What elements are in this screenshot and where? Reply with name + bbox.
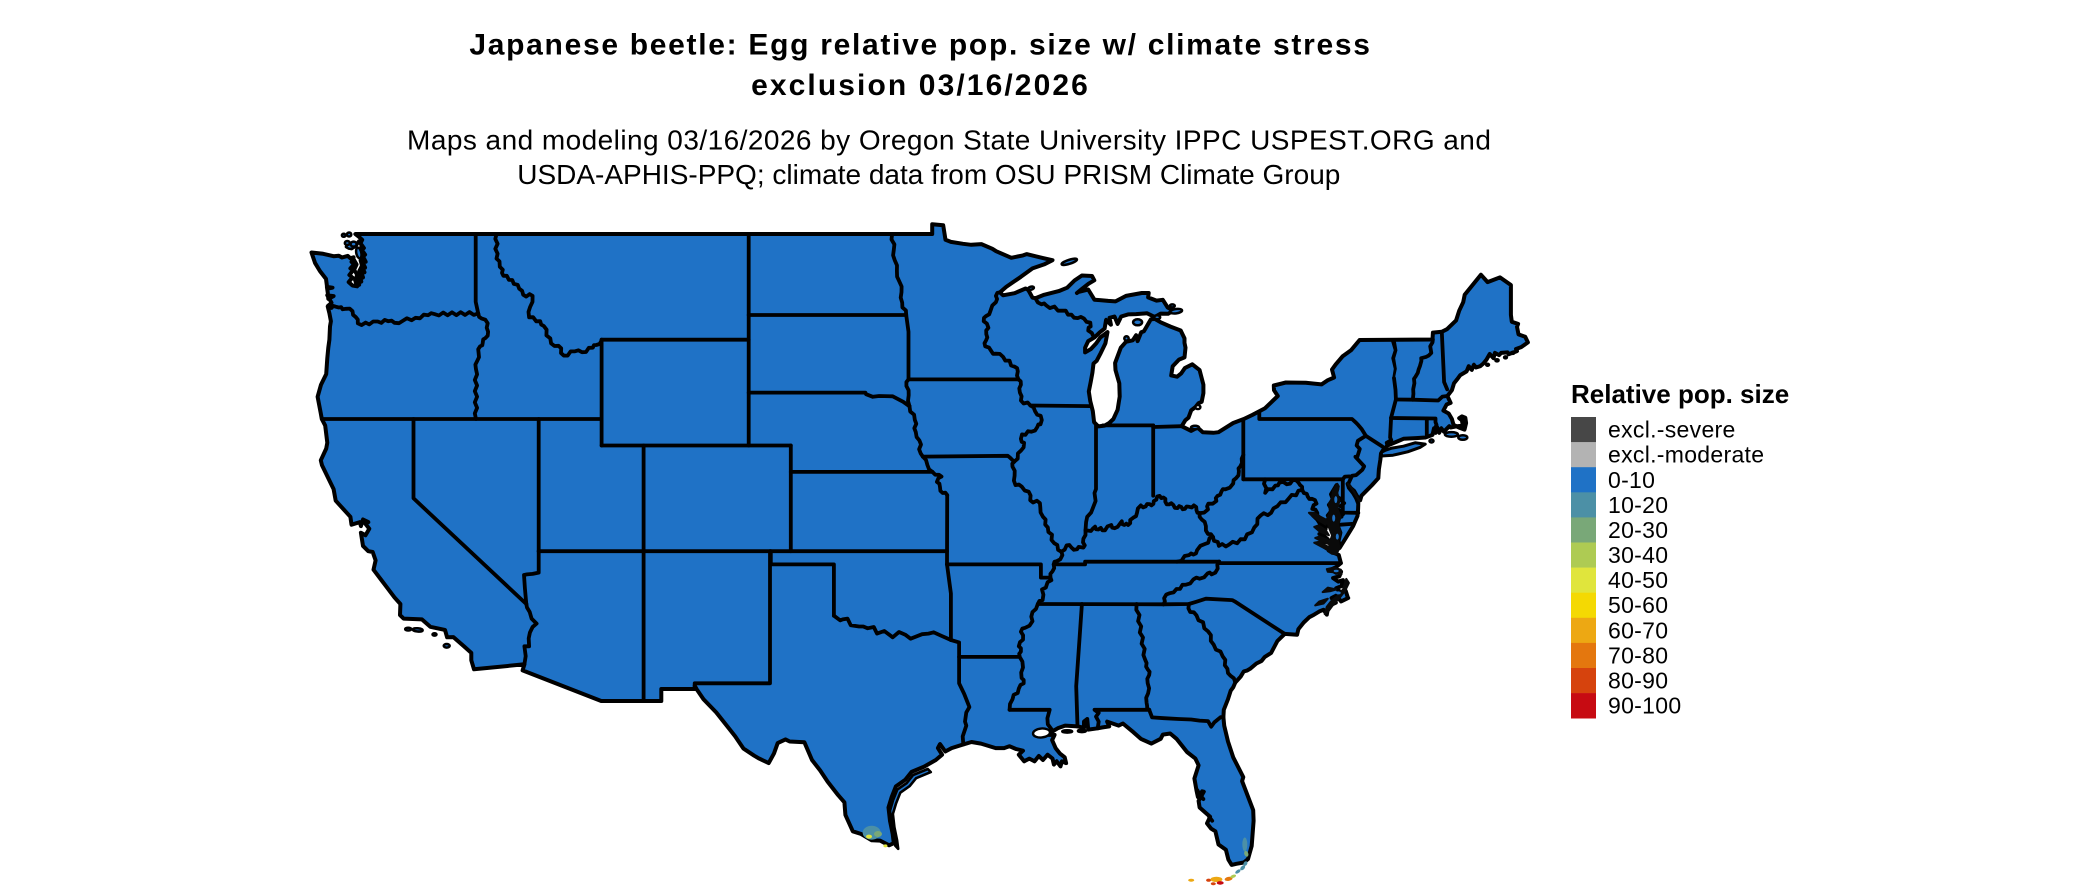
svg-text:90-100: 90-100: [1608, 693, 1681, 719]
svg-text:30-40: 30-40: [1608, 542, 1668, 568]
svg-text:40-50: 40-50: [1608, 567, 1668, 593]
svg-text:excl.-moderate: excl.-moderate: [1608, 442, 1764, 468]
svg-text:50-60: 50-60: [1608, 592, 1668, 618]
svg-text:excl.-severe: excl.-severe: [1608, 417, 1736, 443]
svg-text:Relative pop. size: Relative pop. size: [1571, 379, 1789, 409]
svg-text:0-10: 0-10: [1608, 467, 1655, 493]
svg-text:Maps and modeling 03/16/2026 b: Maps and modeling 03/16/2026 by Oregon S…: [407, 125, 1491, 156]
svg-text:exclusion 03/16/2026: exclusion 03/16/2026: [751, 69, 1090, 102]
svg-text:80-90: 80-90: [1608, 668, 1668, 694]
svg-text:70-80: 70-80: [1608, 642, 1668, 668]
svg-text:Japanese beetle: Egg relative: Japanese beetle: Egg relative pop. size …: [469, 28, 1371, 61]
svg-text:USDA-APHIS-PPQ; climate data f: USDA-APHIS-PPQ; climate data from OSU PR…: [517, 159, 1340, 190]
svg-text:60-70: 60-70: [1608, 617, 1668, 643]
svg-text:10-20: 10-20: [1608, 492, 1668, 518]
svg-text:20-30: 20-30: [1608, 517, 1668, 543]
